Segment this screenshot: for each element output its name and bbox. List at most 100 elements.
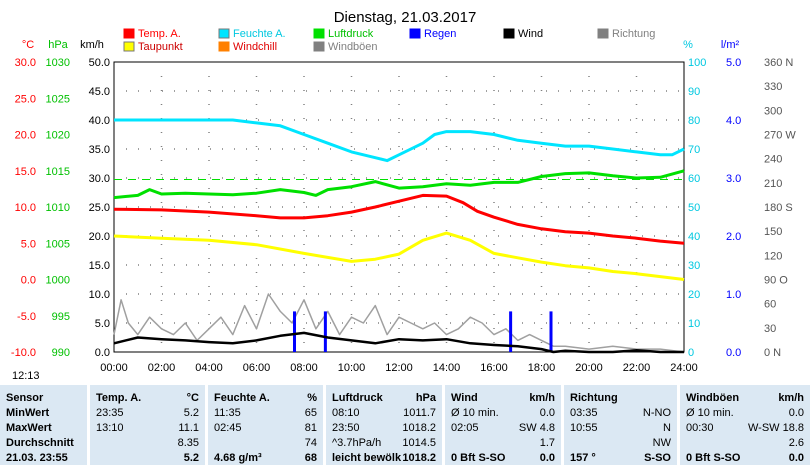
x-tick: 24:00 (670, 362, 698, 374)
stats-separator (677, 385, 680, 465)
chart-title: Dienstag, 21.03.2017 (334, 9, 477, 26)
stats-panel-gust: Windböen km/h Ø 10 min. 0.0 00:30 W-SW 18.8 2.… (680, 385, 810, 465)
dir-tick: 330 (764, 81, 782, 93)
hum-tick: 80 (688, 115, 700, 127)
wind-tick: 10.0 (89, 289, 110, 301)
stats-header-wind: Wind (451, 392, 478, 404)
press-tick: 990 (52, 347, 70, 359)
legend-label-1: Feuchte A. (233, 28, 286, 40)
legend-label-4: Wind (518, 28, 543, 40)
dir-tick: 0 N (764, 347, 781, 359)
stats-unit-hum: % (307, 392, 317, 404)
temp-tick: 25.0 (15, 93, 36, 105)
stats-panel-sensor: Sensor MinWert MaxWert Durchschnitt 21.03. 2… (0, 385, 87, 465)
wind-tick: 0.0 (95, 347, 110, 359)
stats-separator (323, 385, 326, 465)
stats-header-press: Luftdruck (332, 392, 383, 404)
stats-row-label: MinWert (6, 407, 50, 419)
stats-panel-wind: Wind km/h Ø 10 min. 0.0 02:05 SW 4.8 1.7 0 Bft … (445, 385, 561, 465)
stats-row-label: MaxWert (6, 422, 52, 434)
stats-time: 0 Bft S-SO (686, 452, 741, 464)
legend-label-2: Luftdruck (328, 28, 374, 40)
stats-value: W-SW 18.8 (747, 422, 804, 434)
stats-value: SW 4.8 (518, 422, 555, 434)
temp-tick: 10.0 (15, 202, 36, 214)
rain-tick: 3.0 (726, 173, 741, 185)
dir-tick: 300 (764, 105, 782, 117)
stats-time: 00:30 (686, 422, 714, 434)
rain-tick: 0.0 (726, 347, 741, 359)
stats-value: 65 (304, 407, 317, 419)
stats-unit-wind: km/h (529, 392, 555, 404)
temp-tick: 5.0 (21, 238, 36, 250)
stats-value: N-NO (642, 407, 671, 419)
stats-value: 0.0 (788, 407, 804, 419)
x-tick: 08:00 (290, 362, 318, 374)
stats-time: Ø 10 min. (686, 407, 734, 419)
stats-separator (87, 385, 90, 465)
chart-legend: Temp. A. Feuchte A. Luftdruck Regen Wind Rich… (123, 28, 655, 53)
rain-bar (509, 311, 513, 352)
wind-tick: 30.0 (89, 173, 110, 185)
stats-value: 81 (304, 422, 317, 434)
rain-tick: 4.0 (726, 115, 741, 127)
axis-unit-2: km/h (80, 39, 104, 51)
weather-chart: Dienstag, 21.03.2017 Temp. A. Feuchte A. L… (11, 9, 796, 374)
dir-tick: 90 O (764, 275, 788, 287)
stats-value: S-SO (644, 452, 671, 464)
stats-unit-press: hPa (415, 392, 436, 404)
x-tick: 20:00 (575, 362, 603, 374)
plot-frame (113, 61, 685, 353)
stats-value: 5.2 (183, 407, 199, 419)
stats-row-label: Durchschnitt (6, 437, 74, 449)
axis-unit-4: l/m² (721, 39, 740, 51)
stats-unit-temp: °C (186, 392, 199, 404)
legend-label-7: Windchill (233, 41, 277, 53)
wind-tick: 25.0 (89, 202, 110, 214)
x-tick: 22:00 (623, 362, 651, 374)
hum-tick: 70 (688, 144, 700, 156)
stats-panel-hum: Feuchte A.% 11:35 65 02:45 81 74 4.68 g/m³ 68 (208, 385, 323, 465)
hum-tick: 40 (688, 231, 700, 243)
stats-header-temp: Temp. A. (96, 392, 142, 404)
stats-row-label: 21.03. 23:55 (6, 452, 68, 464)
temp-tick: 20.0 (15, 130, 36, 142)
stats-value: 2.6 (788, 437, 804, 449)
legend-swatch-5 (597, 28, 609, 39)
stats-time: 23:35 (96, 407, 124, 419)
stats-unit-gust: km/h (778, 392, 804, 404)
stats-value: N (663, 422, 671, 434)
stats-value: 74 (304, 437, 317, 449)
series-temp-a- (113, 193, 685, 245)
legend-swatch-8 (313, 41, 325, 52)
x-tick: 06:00 (243, 362, 271, 374)
wind-tick: 50.0 (89, 57, 110, 69)
chart-axes: °C hPa km/h% l/m² 30.0 25.0 20.0 15.0 10.0 5.0 0.0… (11, 39, 796, 374)
legend-label-0: Temp. A. (138, 28, 181, 40)
stats-separator (442, 385, 445, 465)
hum-tick: 20 (688, 289, 700, 301)
axis-unit-3: % (683, 39, 693, 51)
series-taupunkt (113, 231, 685, 281)
stats-value: 1018.2 (402, 422, 436, 434)
axis-unit-1: hPa (48, 39, 68, 51)
stats-time: 03:35 (570, 407, 598, 419)
temp-tick: -5.0 (17, 311, 36, 323)
rain-bar (323, 311, 327, 352)
dir-tick: 60 (764, 299, 776, 311)
rain-tick: 1.0 (726, 289, 741, 301)
temp-tick: 30.0 (15, 57, 36, 69)
stats-time: 02:05 (451, 422, 479, 434)
rain-bar (293, 311, 296, 352)
dir-tick: 150 (764, 226, 782, 238)
wind-tick: 5.0 (95, 318, 110, 330)
x-tick: 00:00 (100, 362, 128, 374)
stats-header-gust: Windböen (686, 392, 740, 404)
temp-tick: -10.0 (11, 347, 36, 359)
hum-tick: 100 (688, 57, 706, 69)
dir-tick: 240 (764, 154, 782, 166)
x-tick: 14:00 (433, 362, 461, 374)
legend-label-6: Taupunkt (138, 41, 183, 53)
stats-header-sensor: Sensor (6, 392, 44, 404)
stats-time: 11:35 (214, 407, 241, 419)
